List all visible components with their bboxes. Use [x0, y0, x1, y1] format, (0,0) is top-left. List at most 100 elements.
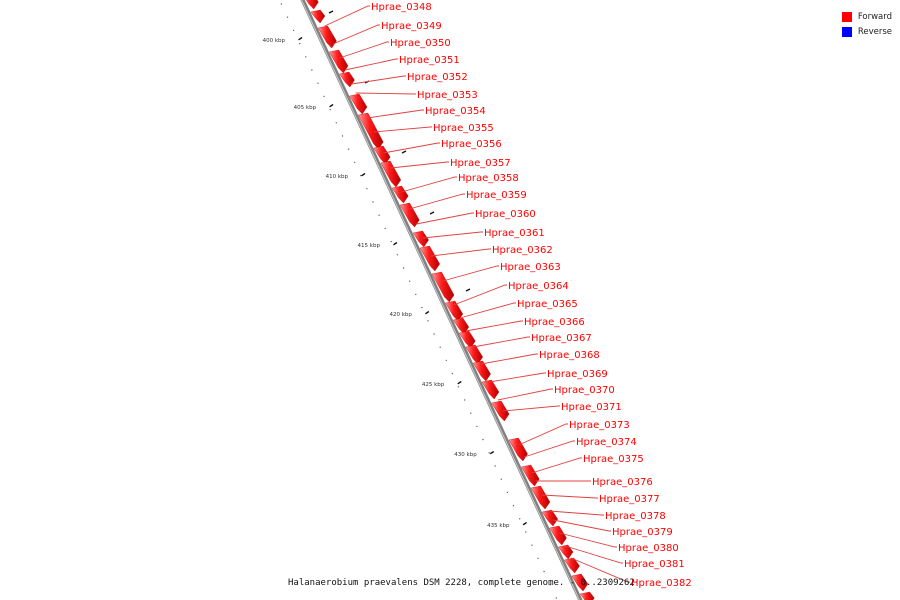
gene-label-hprae_0361[interactable]: Hprae_0361: [484, 228, 545, 239]
legend: Forward Reverse: [841, 9, 892, 39]
gene-feature[interactable]: [358, 112, 384, 150]
gene-feature[interactable]: [349, 93, 368, 115]
label-leader: [332, 24, 380, 45]
label-leader: [518, 423, 568, 446]
ruler-dot: [525, 531, 527, 533]
tick-label: 425 kbp: [422, 382, 445, 388]
gene-label-hprae_0358[interactable]: Hprae_0358: [458, 173, 519, 184]
gene-label-hprae_0348[interactable]: Hprae_0348: [371, 2, 432, 13]
label-leader: [473, 336, 530, 348]
ruler-dot: [555, 597, 557, 599]
gene-label-hprae_0379[interactable]: Hprae_0379: [612, 527, 673, 538]
legend-forward-label: Forward: [857, 11, 892, 22]
gene-feature[interactable]: [458, 330, 476, 349]
gene-feature[interactable]: [491, 400, 510, 422]
label-leader: [390, 161, 449, 169]
gene-label-hprae_0356[interactable]: Hprae_0356: [441, 139, 502, 150]
tick-label: 405 kbp: [294, 105, 317, 111]
gene-label-hprae_0374[interactable]: Hprae_0374: [576, 437, 637, 448]
tick-mark: [361, 172, 366, 177]
label-leader: [565, 545, 623, 564]
gene-labels: Hprae_0348 Hprae_0349 Hprae_0350 Hprae_0351…: [371, 2, 692, 589]
gene-label-hprae_0381[interactable]: Hprae_0381: [624, 559, 685, 570]
ruler-dot: [537, 557, 539, 560]
gene-label-hprae_0375[interactable]: Hprae_0375: [583, 454, 644, 465]
genome-backbone-highlight: [301, 0, 580, 600]
gene-label-hprae_0357[interactable]: Hprae_0357: [450, 158, 511, 169]
legend-reverse[interactable]: Reverse: [841, 24, 892, 39]
label-leader: [502, 405, 560, 412]
gene-feature[interactable]: [521, 464, 540, 487]
label-leader: [459, 302, 516, 319]
gene-feature[interactable]: [380, 160, 402, 188]
gene-label-hprae_0368[interactable]: Hprae_0368: [539, 350, 600, 361]
ruler-dot: [347, 148, 350, 150]
gene-feature[interactable]: [431, 271, 455, 303]
gene-label-hprae_0359[interactable]: Hprae_0359: [466, 190, 527, 201]
tick-mark: [457, 380, 462, 385]
ruler-dot: [354, 161, 356, 164]
gene-features: [303, 0, 595, 600]
gene-feature[interactable]: [508, 437, 528, 462]
gene-label-hprae_0378[interactable]: Hprae_0378: [605, 511, 666, 522]
gene-label-hprae_0354[interactable]: Hprae_0354: [425, 106, 486, 117]
gene-label-hprae_0364[interactable]: Hprae_0364: [508, 281, 569, 292]
gene-label-hprae_0370[interactable]: Hprae_0370: [554, 385, 615, 396]
ruler-dot: [396, 254, 399, 256]
ruler-dot: [329, 108, 331, 111]
gene-feature[interactable]: [303, 0, 319, 10]
gene-feature[interactable]: [465, 344, 483, 365]
gene-label-hprae_0366[interactable]: Hprae_0366: [524, 317, 585, 328]
ruler-dot: [335, 122, 337, 124]
ruler-dot: [445, 359, 447, 362]
gene-label-hprae_0355[interactable]: Hprae_0355: [433, 123, 494, 134]
gene-feature[interactable]: [549, 525, 567, 546]
ruler-dot: [476, 425, 478, 428]
gene-feature[interactable]: [419, 245, 440, 272]
gene-label-hprae_0350[interactable]: Hprae_0350: [390, 38, 451, 49]
gene-feature[interactable]: [317, 25, 337, 49]
gene-feature[interactable]: [541, 509, 558, 527]
gene-feature[interactable]: [373, 145, 391, 165]
gene-feature[interactable]: [391, 185, 409, 204]
ruler-ticks: 400 kbp 405 kbp 410 kbp 415 kbp 420 kbp 425 k…: [263, 36, 527, 529]
gene-label-hprae_0352[interactable]: Hprae_0352: [407, 72, 468, 83]
gene-feature[interactable]: [530, 485, 551, 510]
tick-mark: [425, 310, 430, 315]
ruler-dot: [543, 570, 545, 573]
label-leader: [345, 58, 398, 71]
gene-feature[interactable]: [481, 379, 500, 400]
ruler-dot: [317, 82, 319, 84]
gene-label-hprae_0382[interactable]: Hprae_0382: [631, 578, 692, 589]
gene-label-hprae_0380[interactable]: Hprae_0380: [618, 543, 679, 554]
gene-feature[interactable]: [579, 591, 595, 600]
gene-feature[interactable]: [310, 9, 326, 24]
legend-reverse-label: Reverse: [857, 26, 892, 37]
gene-label-hprae_0371[interactable]: Hprae_0371: [561, 402, 622, 413]
gene-label-hprae_0360[interactable]: Hprae_0360: [475, 209, 536, 220]
spacer-mark: [328, 10, 334, 14]
gene-label-hprae_0353[interactable]: Hprae_0353: [417, 90, 478, 101]
label-leader: [401, 176, 457, 193]
gene-label-hprae_0363[interactable]: Hprae_0363: [500, 262, 561, 273]
gene-label-hprae_0365[interactable]: Hprae_0365: [517, 299, 578, 310]
gene-feature[interactable]: [571, 573, 589, 592]
gene-label-hprae_0376[interactable]: Hprae_0376: [592, 477, 653, 488]
gene-label-hprae_0362[interactable]: Hprae_0362: [492, 245, 553, 256]
gene-feature[interactable]: [472, 360, 491, 382]
ruler-dot: [378, 214, 380, 216]
gene-feature[interactable]: [558, 544, 574, 560]
legend-forward[interactable]: Forward: [841, 9, 892, 24]
gene-label-hprae_0367[interactable]: Hprae_0367: [531, 333, 592, 344]
ruler-dot: [402, 267, 405, 269]
tick-mark: [522, 521, 527, 526]
tick-mark: [489, 450, 495, 455]
gene-label-hprae_0373[interactable]: Hprae_0373: [569, 420, 630, 431]
label-leaders: [324, 5, 630, 583]
gene-label-hprae_0369[interactable]: Hprae_0369: [547, 369, 608, 380]
gene-label-hprae_0351[interactable]: Hprae_0351: [399, 55, 460, 66]
gene-label-hprae_0377[interactable]: Hprae_0377: [599, 494, 660, 505]
gene-label-hprae_0349[interactable]: Hprae_0349: [381, 21, 442, 32]
gene-feature[interactable]: [412, 230, 429, 248]
